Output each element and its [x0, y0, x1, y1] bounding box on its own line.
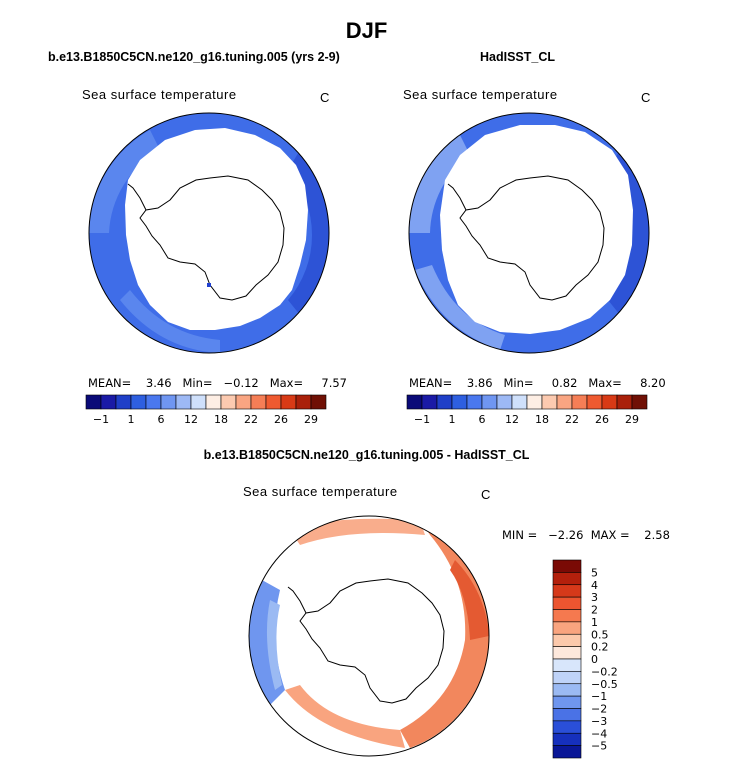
panel3-colorbar-tick-label: 0.2 — [591, 641, 609, 654]
panel2-colorbar-box — [451, 394, 468, 410]
panel1-colorbar-tick-label: 29 — [304, 413, 318, 426]
panel3-colorbar-tick-label: 0.5 — [591, 628, 609, 641]
panel1-field-label: Sea surface temperature — [82, 87, 237, 102]
panel3-colorbar-tick-label: −5 — [591, 740, 607, 753]
panel2-colorbar-tick-label: 18 — [535, 413, 549, 426]
panel2-colorbar-tick-label: 12 — [505, 413, 519, 426]
panel1-colorbar-box — [190, 394, 207, 410]
panel2-colorbar-tick-label: 6 — [479, 413, 486, 426]
panel3-colorbar-tick-label: 4 — [591, 579, 598, 592]
panel1-colorbar-box — [310, 394, 327, 410]
page-title: DJF — [345, 18, 388, 43]
panel3-colorbar-tick-label: 0 — [591, 653, 598, 666]
panel2-colorbar-box — [421, 394, 438, 410]
panel3-colorbar-box — [552, 646, 582, 660]
panel3-colorbar-tick-label: −0.2 — [591, 665, 618, 678]
panel2-colorbar-box — [631, 394, 648, 410]
panel1-colorbar-box — [160, 394, 177, 410]
panel1-colorbar-box — [250, 394, 267, 410]
panel1-colorbar-box — [295, 394, 312, 410]
panel3-stats: MIN = −2.26 MAX = 2.58 — [502, 528, 670, 542]
panel3-colorbar-tick-label: 3 — [591, 591, 598, 604]
panel3-colorbar-box — [552, 584, 582, 598]
panel2-colorbar-tick-label: 26 — [595, 413, 609, 426]
panel1-colorbar-box — [115, 394, 132, 410]
panel3-colorbar-box — [552, 596, 582, 610]
panel3-colorbar-tick-label: 2 — [591, 604, 598, 617]
panel3-colorbar-tick-label: −1 — [591, 690, 607, 703]
panel3-colorbar-tick-label: −3 — [591, 715, 607, 728]
panel1-colorbar: −1 1 6 12 18 22 26 29 — [85, 394, 327, 426]
panel2-colorbar-tick-label: 1 — [449, 413, 456, 426]
panel1-colorbar-box — [235, 394, 252, 410]
panel1-colorbar-box — [265, 394, 282, 410]
panel2-colorbar-tick-label: 29 — [625, 413, 639, 426]
panel2-colorbar-tick-label: −1 — [414, 413, 430, 426]
panel3-field-label: Sea surface temperature — [243, 484, 398, 499]
panel2-colorbar-tick-label: 22 — [565, 413, 579, 426]
panel3-colorbar-tick-label: 5 — [591, 566, 598, 579]
panel2-colorbar-box — [556, 394, 573, 410]
panel1-colorbar-box — [280, 394, 297, 410]
panel1-colorbar-tick-label: 12 — [184, 413, 198, 426]
panel1-colorbar-tick-label: −1 — [93, 413, 109, 426]
panel1-colorbar-box — [175, 394, 192, 410]
panel1-units: C — [320, 90, 330, 105]
panel1-map — [88, 112, 330, 354]
panel3-colorbar-tick-label: 1 — [591, 616, 598, 629]
panel3-colorbar-box — [552, 708, 582, 722]
panel3-colorbar-box — [552, 683, 582, 697]
panel2-colorbar: −1 1 6 12 18 22 26 29 — [406, 394, 648, 426]
panel2-colorbar-box — [511, 394, 528, 410]
panel2-field-label: Sea surface temperature — [403, 87, 558, 102]
panel2-colorbar-box — [541, 394, 558, 410]
panel3-colorbar-box — [552, 732, 582, 746]
panel1-colorbar-box — [220, 394, 237, 410]
panel1-colorbar-box — [130, 394, 147, 410]
panel3-colorbar-tick-label: −2 — [591, 703, 607, 716]
panel1-colorbar-box — [145, 394, 162, 410]
panel3-colorbar-box — [552, 658, 582, 672]
panel2-colorbar-box — [406, 394, 423, 410]
panel3-colorbar-box — [552, 559, 582, 573]
panel3-colorbar-box — [552, 633, 582, 647]
panel3-colorbar-box — [552, 695, 582, 709]
panel2-colorbar-box — [616, 394, 633, 410]
panel2-colorbar-box — [601, 394, 618, 410]
panel1-stats: MEAN= 3.46 Min= −0.12 Max= 7.57 — [88, 376, 347, 390]
panel2-stats: MEAN= 3.86 Min= 0.82 Max= 8.20 — [409, 376, 666, 390]
panel1-title: b.e13.B1850C5CN.ne120_g16.tuning.005 (yr… — [48, 50, 340, 64]
panel3-colorbar-box — [552, 720, 582, 734]
panel1-colorbar-tick-label: 26 — [274, 413, 288, 426]
panel1-colorbar-tick-label: 1 — [128, 413, 135, 426]
panel3-colorbar-box — [552, 745, 582, 759]
panel1-colorbar-tick-label: 22 — [244, 413, 258, 426]
panel2-title: HadISST_CL — [480, 50, 556, 64]
panel1-colorbar-tick-label: 6 — [158, 413, 165, 426]
panel2-map — [408, 112, 650, 354]
panel2-colorbar-box — [436, 394, 453, 410]
panel2-units: C — [641, 90, 651, 105]
panel3-colorbar-box — [552, 572, 582, 586]
panel3-colorbar-box — [552, 671, 582, 685]
panel3-map — [248, 515, 490, 757]
panel2-colorbar-box — [481, 394, 498, 410]
panel2-colorbar-box — [571, 394, 588, 410]
panel1-colorbar-tick-label: 18 — [214, 413, 228, 426]
panel3-title: b.e13.B1850C5CN.ne120_g16.tuning.005 - H… — [203, 448, 530, 462]
panel1-colorbar-box — [205, 394, 222, 410]
panel2-colorbar-box — [496, 394, 513, 410]
panel2-colorbar-box — [466, 394, 483, 410]
panel2-colorbar-box — [586, 394, 603, 410]
panel3-colorbar-tick-label: −0.5 — [591, 678, 618, 691]
panel3-units: C — [481, 487, 491, 502]
panel1-colorbar-box — [100, 394, 117, 410]
panel3-colorbar-box — [552, 609, 582, 623]
panel3-colorbar-box — [552, 621, 582, 635]
panel3-colorbar-tick-label: −4 — [591, 727, 607, 740]
panel1-colorbar-box — [85, 394, 102, 410]
panel2-colorbar-box — [526, 394, 543, 410]
